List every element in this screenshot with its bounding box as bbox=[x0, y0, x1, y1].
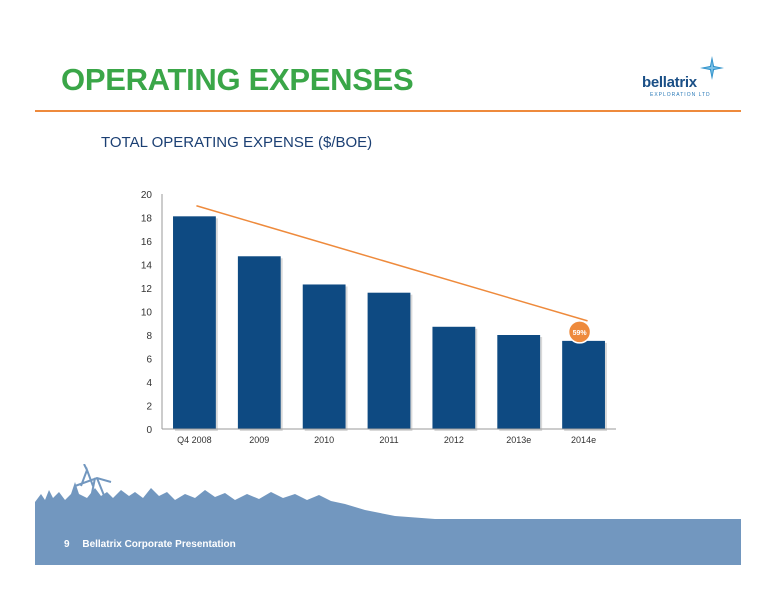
y-tick-label: 6 bbox=[146, 355, 152, 366]
trend-line bbox=[196, 205, 588, 322]
opex-bar-chart: 0 2 4 6 8 10 12 14 16 18 20 Q4 2008 2009 2010 2011 201… bbox=[141, 190, 616, 445]
bar bbox=[432, 326, 476, 429]
slide-title: OPERATING EXPENSES bbox=[61, 62, 414, 97]
x-tick-label: 2011 bbox=[379, 435, 398, 445]
x-tick-label: 2012 bbox=[444, 435, 464, 445]
y-tick-label: 18 bbox=[141, 214, 153, 225]
y-tick-label: 8 bbox=[146, 331, 152, 342]
x-tick-label: 2010 bbox=[314, 435, 334, 445]
bar bbox=[237, 256, 281, 429]
trend: 59% bbox=[196, 205, 592, 344]
page-number: 9 bbox=[64, 539, 70, 550]
presentation-title: Bellatrix Corporate Presentation bbox=[82, 539, 236, 550]
bar bbox=[302, 284, 346, 429]
company-logo: bellatrix EXPLORATION LTD bbox=[640, 56, 740, 100]
logo-tagline: EXPLORATION LTD bbox=[650, 92, 711, 98]
x-tick-label: 2009 bbox=[249, 435, 269, 445]
logo-wordmark: bellatrix bbox=[642, 74, 697, 91]
x-tick-label: Q4 2008 bbox=[177, 435, 212, 445]
y-axis: 0 2 4 6 8 10 12 14 16 18 20 bbox=[141, 190, 163, 436]
y-tick-label: 10 bbox=[141, 308, 153, 319]
bars bbox=[173, 216, 607, 431]
y-tick-label: 0 bbox=[146, 425, 152, 436]
bar bbox=[562, 340, 605, 429]
callout-label: 59% bbox=[573, 330, 588, 337]
y-tick-label: 12 bbox=[141, 284, 153, 295]
star-icon bbox=[700, 56, 724, 80]
footer: 9 Bellatrix Corporate Presentation bbox=[64, 539, 236, 550]
bar bbox=[367, 292, 411, 429]
chart-heading: TOTAL OPERATING EXPENSE ($/BOE) bbox=[101, 134, 373, 151]
footer-band bbox=[35, 519, 741, 565]
x-tick-label: 2013e bbox=[506, 435, 531, 445]
y-tick-label: 2 bbox=[146, 402, 152, 413]
y-tick-label: 14 bbox=[141, 261, 153, 272]
callout-badge bbox=[567, 320, 592, 344]
y-tick-label: 20 bbox=[141, 190, 153, 201]
x-axis: Q4 2008 2009 2010 2011 2012 2013e 2014e bbox=[162, 428, 616, 445]
title-divider bbox=[35, 110, 741, 112]
y-tick-label: 4 bbox=[146, 378, 152, 389]
oilfield-silhouette-decoration bbox=[35, 464, 741, 524]
y-tick-label: 16 bbox=[141, 237, 153, 248]
bar bbox=[173, 216, 216, 429]
bar bbox=[497, 335, 541, 429]
x-tick-label: 2014e bbox=[571, 435, 596, 445]
